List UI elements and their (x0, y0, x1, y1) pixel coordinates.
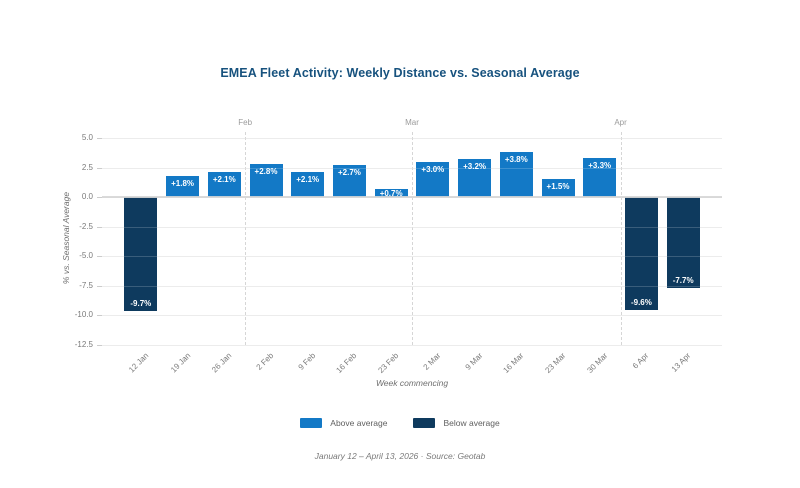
y-tick-label: 2.5 (81, 162, 93, 172)
x-tick-label: 6 Apr (631, 351, 651, 371)
x-tick-label: 2 Mar (421, 351, 443, 372)
y-axis-tick (97, 315, 102, 316)
bar (416, 161, 450, 197)
x-axis-title: Week commencing (375, 378, 449, 388)
bar-value-label: +0.7% (379, 188, 403, 198)
y-axis-title: % vs. Seasonal Average (61, 191, 71, 285)
bar (291, 172, 325, 197)
bar (124, 197, 158, 312)
bar (666, 197, 700, 288)
bar-value-label: +2.8% (254, 166, 278, 176)
bar-value-label: +2.7% (337, 168, 361, 178)
x-tick-label: 30 Mar (585, 351, 610, 375)
x-tick-label: 19 Jan (168, 351, 192, 375)
bar-value-label: +3.2% (463, 162, 487, 172)
bar (458, 159, 492, 197)
y-tick-label: 5.0 (81, 133, 93, 142)
y-axis-tick (97, 138, 102, 139)
gridline-overlay (102, 226, 722, 228)
x-tick-label: 16 Feb (334, 351, 359, 375)
gridline-overlay (102, 138, 722, 139)
plot-area: 5.0 2.5 0.0 -2.5 -5.0 -7.5 -10.0 -12.5 Feb Mar Apr… (75, 118, 722, 375)
legend-label-above-average: Above average (330, 418, 388, 428)
bar (166, 175, 200, 197)
bar (374, 188, 408, 197)
y-tick-label: -5.0 (79, 251, 93, 260)
bar (207, 172, 241, 197)
x-tick-label: 26 Jan (210, 351, 234, 375)
chart-title: EMEA Fleet Activity: Weekly Distance vs.… (220, 66, 580, 80)
bar-value-label: -9.7% (130, 299, 152, 309)
legend: Above average Below average (0, 418, 800, 428)
y-tick-label: 0.0 (81, 192, 93, 201)
bar-value-label: +3.8% (504, 155, 528, 165)
bar-value-label: -7.7% (672, 275, 694, 285)
legend-item-below-average: Below average (413, 418, 500, 428)
y-axis-tick (97, 256, 102, 257)
zero-axis-line (102, 196, 722, 198)
month-separator-line (412, 132, 413, 345)
bar-value-label: +2.1% (296, 175, 320, 185)
x-tick-label: 9 Mar (463, 351, 484, 372)
month-label: Apr (614, 118, 627, 127)
gridline (102, 344, 722, 346)
gridline-overlay (102, 167, 722, 169)
x-tick-label: 9 Feb (296, 351, 318, 372)
bar (583, 158, 617, 197)
bar (332, 165, 366, 197)
gridline-overlay (102, 256, 722, 257)
y-tick-label: -10.0 (74, 310, 93, 319)
month-label: Feb (238, 118, 253, 127)
x-tick-label: 2 Feb (254, 351, 276, 372)
bar (541, 179, 575, 197)
y-axis-tick (97, 285, 102, 287)
bar (499, 152, 533, 197)
bar-value-label: +2.1% (212, 175, 236, 185)
bar (249, 163, 283, 197)
gridline-overlay (102, 344, 722, 346)
y-tick-label: -12.5 (74, 339, 93, 349)
x-tick-label: 23 Mar (543, 351, 568, 375)
bar-value-label: +1.8% (171, 178, 195, 188)
bar-value-label: +3.0% (421, 164, 445, 174)
y-tick-label: -7.5 (79, 280, 93, 290)
month-separator-line (245, 132, 247, 345)
legend-item-above-average: Above average (300, 418, 387, 428)
y-axis-tick (97, 226, 102, 228)
bar (624, 197, 658, 311)
gridline-overlay (102, 285, 722, 287)
y-axis-tick (97, 197, 102, 198)
x-tick-label: 13 Apr (669, 351, 693, 374)
legend-swatch-below-average-icon (413, 418, 436, 428)
gridline-overlay (102, 315, 722, 316)
bar-value-label: +3.3% (588, 161, 612, 171)
y-tick-label: -2.5 (79, 221, 93, 231)
bar-value-label: -9.6% (630, 298, 652, 308)
legend-label-below-average: Below average (443, 418, 500, 428)
month-separator-line (620, 132, 622, 345)
source-note: January 12 – April 13, 2026 · Source: Ge… (314, 451, 486, 461)
legend-swatch-above-average-icon (300, 418, 323, 428)
y-axis-tick (97, 344, 102, 346)
x-tick-label: 12 Jan (126, 351, 151, 375)
month-label: Mar (405, 118, 419, 127)
x-tick-label: 23 Feb (376, 351, 401, 375)
y-axis-tick (97, 167, 102, 169)
x-tick-label: 16 Mar (501, 351, 526, 375)
bar-value-label: +1.5% (546, 182, 570, 192)
